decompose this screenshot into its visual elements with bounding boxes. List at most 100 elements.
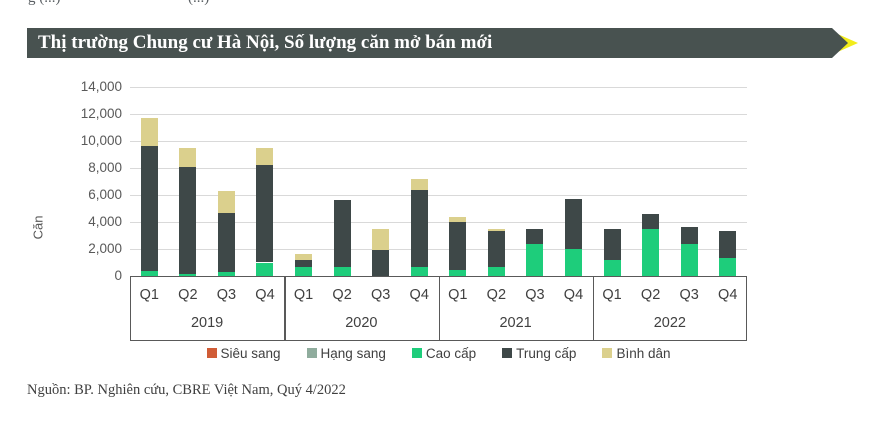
y-axis-tick-label: 2,000	[88, 241, 122, 256]
x-axis-quarter-label: Q2	[640, 287, 661, 303]
stacked-bar-chart: Căn 0 2,000 4,000 6,000 8,000 10,000 12,000 14,…	[0, 60, 885, 370]
legend-item-hạng-sang: Hạng sang	[306, 345, 386, 361]
bar-segment-cao-cấp	[680, 243, 698, 276]
bar-segment-trung-cấp	[719, 231, 737, 258]
x-axis-quarter-label: Q4	[563, 287, 584, 303]
clipped-text-fragment: g (...) (...)	[28, 0, 788, 7]
legend-swatch	[502, 348, 513, 358]
x-axis-year-label: 2022	[653, 315, 686, 331]
bar-segment-cao-cấp	[140, 270, 158, 276]
x-axis-quarter-label: Q4	[409, 287, 429, 303]
bar-segment-bình-dân	[449, 216, 467, 222]
x-axis-year-label: 2019	[190, 315, 224, 331]
bar-segment-cao-cấp	[410, 267, 428, 276]
bar-segment-trung-cấp	[333, 200, 351, 267]
source-note: Nguồn: BP. Nghiên cứu, CBRE Việt Nam, Qu…	[27, 382, 346, 398]
bar-segment-bình-dân	[487, 228, 505, 232]
x-axis-quarter-label: Q1	[448, 287, 468, 303]
x-axis-quarter-label: Q2	[486, 287, 507, 303]
chart-title: Thị trường Chung cư Hà Nội, Số lượng căn…	[38, 32, 493, 53]
x-axis-quarter-label: Q4	[255, 287, 275, 303]
y-axis-tick-label: 4,000	[88, 214, 122, 229]
x-axis-quarter-label: Q3	[370, 287, 391, 303]
bar-segment-trung-cấp	[372, 250, 390, 276]
legend-swatch	[411, 348, 422, 358]
bar-segment-bình-dân	[256, 147, 274, 166]
y-axis-tick-label: 10,000	[80, 133, 122, 148]
legend-swatch	[602, 348, 613, 358]
bar-segment-bình-dân	[179, 147, 197, 167]
bar-segment-trung-cấp	[642, 213, 660, 229]
gridline	[130, 195, 747, 196]
gridline	[130, 222, 747, 223]
bar-segment-cao-cấp	[295, 266, 313, 276]
x-axis-quarter-label: Q1	[602, 287, 622, 303]
bar-segment-cao-cấp	[179, 273, 197, 276]
legend-label: Cao cấp	[425, 345, 477, 361]
bar-segment-cao-cấp	[603, 259, 621, 276]
legend-swatch	[306, 348, 317, 358]
legend-item-trung-cấp: Trung cấp	[502, 346, 576, 361]
x-axis-quarter-label: Q2	[332, 287, 352, 303]
x-axis-group-separator	[438, 276, 440, 341]
legend-label: Trung cấp	[516, 345, 577, 361]
y-axis-tick-label: 12,000	[80, 106, 122, 121]
bar-segment-trung-cấp	[179, 166, 197, 274]
legend-item-cao-cấp: Cao cấp	[411, 345, 477, 361]
y-axis-tick-label: 8,000	[88, 160, 122, 175]
bar-segment-trung-cấp	[449, 222, 467, 270]
legend-label: Siêu sang	[220, 345, 281, 361]
bar-segment-cao-cấp	[256, 262, 274, 276]
bar-segment-cao-cấp	[449, 269, 467, 276]
bar-segment-cao-cấp	[526, 244, 544, 276]
y-axis-tick-label: 0	[114, 268, 122, 283]
legend: Siêu sang Hạng sang Cao cấp Trung cấp Bình d…	[130, 344, 747, 362]
banner-background: Thị trường Chung cư Hà Nội, Số lượng căn…	[27, 28, 848, 58]
x-axis-quarter-label: Q3	[525, 287, 545, 303]
gridline	[130, 249, 747, 250]
bar-segment-trung-cấp	[680, 227, 698, 244]
bar-segment-trung-cấp	[217, 212, 235, 272]
gridline	[130, 141, 747, 142]
x-axis-quarter-label: Q3	[216, 287, 237, 303]
x-axis-group-separator	[592, 276, 595, 341]
y-axis-tick-label: 14,000	[80, 79, 122, 94]
bar-segment-cao-cấp	[487, 266, 505, 276]
legend-item-siêu-sang: Siêu sang	[206, 345, 281, 361]
x-axis-quarter-label: Q4	[718, 287, 738, 303]
x-axis-year-label: 2020	[345, 315, 378, 331]
x-axis-quarter-label: Q1	[139, 287, 159, 303]
x-axis-year-label: 2021	[499, 315, 532, 331]
bar-segment-bình-dân	[410, 178, 428, 190]
bar-segment-trung-cấp	[295, 259, 313, 267]
legend-swatch	[206, 348, 217, 358]
y-axis-title: Căn	[30, 215, 46, 240]
clipped-text: g (...) (...)	[28, 0, 209, 7]
bar-segment-trung-cấp	[256, 165, 274, 263]
bar-segment-trung-cấp	[603, 228, 621, 260]
legend-label: Bình dân	[616, 345, 671, 361]
x-axis-quarter-label: Q1	[293, 287, 314, 303]
bar-segment-trung-cấp	[140, 146, 158, 271]
bar-segment-bình-dân	[140, 118, 158, 147]
bar-segment-bình-dân	[372, 228, 390, 251]
bar-segment-bình-dân	[295, 254, 313, 260]
bar-segment-bình-dân	[217, 190, 235, 213]
bar-segment-trung-cấp	[410, 189, 428, 268]
gridline	[130, 168, 747, 169]
bar-segment-trung-cấp	[526, 229, 544, 245]
bar-segment-trung-cấp	[564, 199, 582, 249]
y-axis-tick-label: 6,000	[88, 187, 122, 202]
gridline	[130, 114, 747, 115]
bar-segment-cao-cấp	[719, 257, 737, 276]
gridline	[130, 87, 747, 88]
legend-label: Hạng sang	[320, 345, 386, 361]
bar-segment-trung-cấp	[487, 231, 505, 267]
x-axis-group-separator	[284, 276, 286, 341]
legend-item-bình-dân: Bình dân	[602, 345, 671, 361]
chart-title-banner: Thị trường Chung cư Hà Nội, Số lượng căn…	[27, 28, 858, 58]
bar-segment-cao-cấp	[333, 266, 351, 276]
x-axis-quarter-label: Q2	[178, 287, 198, 303]
x-axis-quarter-label: Q3	[679, 287, 699, 303]
